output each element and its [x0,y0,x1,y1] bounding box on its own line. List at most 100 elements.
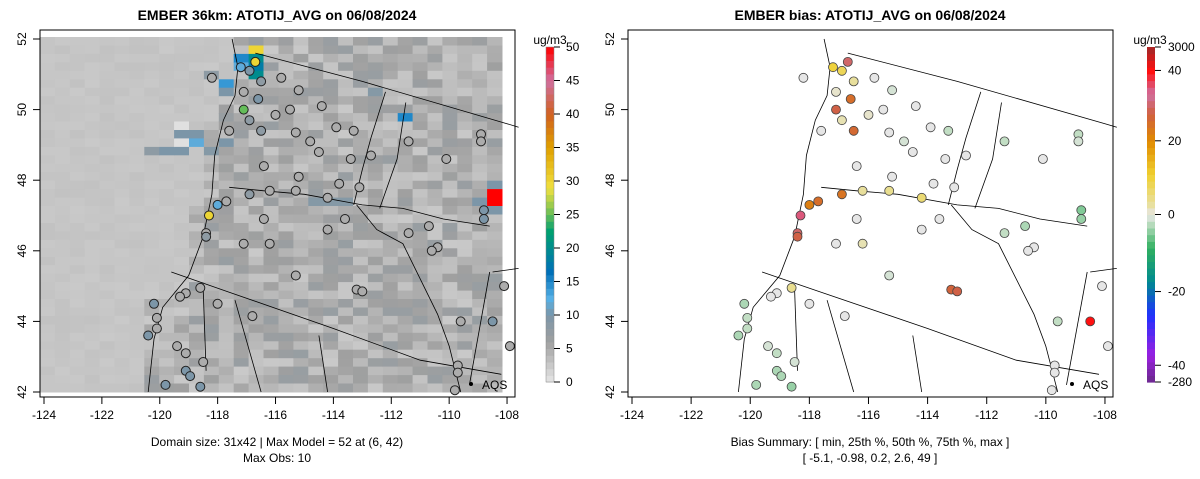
colorbar-tick-label: 0 [566,375,573,389]
grid-cell [338,383,354,393]
grid-cell [54,45,71,55]
grid-cell [189,223,205,232]
grid-cell [69,197,86,207]
grid-cell [54,62,71,72]
grid-cell [233,324,250,334]
grid-cell [99,45,115,55]
grid-cell [203,62,220,72]
grid-cell [442,146,458,156]
grid-cell [367,349,384,359]
grid-cell [114,273,130,283]
colorbar-segment [1147,248,1155,256]
grid-cell [308,214,324,224]
grid-cell [457,375,473,385]
obs-point [285,104,295,115]
grid-cell [323,172,339,182]
x-tick-label: -110 [1034,408,1057,422]
grid-cell [99,332,115,342]
colorbar-segment [546,120,554,128]
grid-cell [233,256,250,266]
grid-cell [457,146,473,156]
grid-cell [487,265,503,275]
grid-cell [69,138,86,148]
grid-cell [114,180,130,190]
colorbar-segment [546,207,554,216]
colorbar-segment [546,167,554,175]
grid-cell [293,358,309,368]
grid-cell [278,70,294,80]
grid-cell [427,121,443,131]
grid-cell [323,307,339,317]
grid-cell [218,256,235,266]
grid-cell [84,223,101,232]
grid-cell [114,358,130,368]
grid-cell [442,256,458,266]
colorbar-segment [1147,268,1155,276]
grid-cell [40,37,56,46]
grid-cell [427,79,443,89]
grid-cell [397,349,414,359]
grid-cell [367,273,384,283]
grid-cell [54,265,71,275]
grid-cell [218,113,235,123]
grid-cell [174,45,190,55]
grid-cell [412,375,428,385]
grid-cell [54,349,71,359]
grid-cell [382,45,399,55]
grid-cell [218,37,235,46]
grid-cell [233,113,250,123]
bias-point [1023,245,1033,256]
grid-cell [367,96,384,106]
grid-cell [54,341,71,351]
grid-cell [159,349,175,359]
grid-cell [159,282,175,292]
grid-cell [40,62,56,72]
y-tick-label: 50 [603,103,617,117]
grid-cell [84,87,101,97]
grid-cell [233,172,250,182]
colorbar-segment [546,248,554,256]
grid-cell [203,358,220,368]
grid-cell [129,349,145,359]
colorbar-segment [1147,375,1155,383]
bias-point [798,72,809,83]
grid-cell [427,349,443,359]
grid-cell [412,79,428,89]
grid-cell [144,121,160,131]
colorbar-segment [546,308,554,316]
grid-cell [457,349,473,359]
colorbar-tick-label: 20 [1168,134,1182,148]
bias-point [776,371,787,382]
grid-cell [203,248,220,258]
grid-cell [233,121,250,131]
grid-cell [159,366,175,376]
grid-cell [308,197,324,207]
grid-cell [203,206,220,215]
grid-cell [427,146,443,156]
grid-cell [367,113,384,123]
grid-cell [248,324,264,334]
grid-cell [308,231,324,241]
grid-cell [203,104,220,114]
grid-cell [218,341,235,351]
y-tick-label: 52 [603,32,617,46]
obs-point [258,214,269,224]
grid-cell [114,197,130,207]
grid-cell [174,113,190,123]
grid-cell [472,248,488,258]
grid-cell [129,256,145,266]
grid-cell [40,180,56,190]
colorbar-segment [546,321,554,329]
obs-point [305,136,316,147]
colorbar-segment [546,274,554,283]
bias-point [763,341,773,352]
grid-cell [442,375,458,385]
grid-cell [487,375,503,385]
grid-cell [189,62,205,72]
grid-cell [189,290,205,300]
grid-cell [293,45,309,55]
grid-cell [487,37,503,46]
grid-cell [84,315,101,325]
grid-cell [397,180,414,190]
grid-cell [40,113,56,123]
